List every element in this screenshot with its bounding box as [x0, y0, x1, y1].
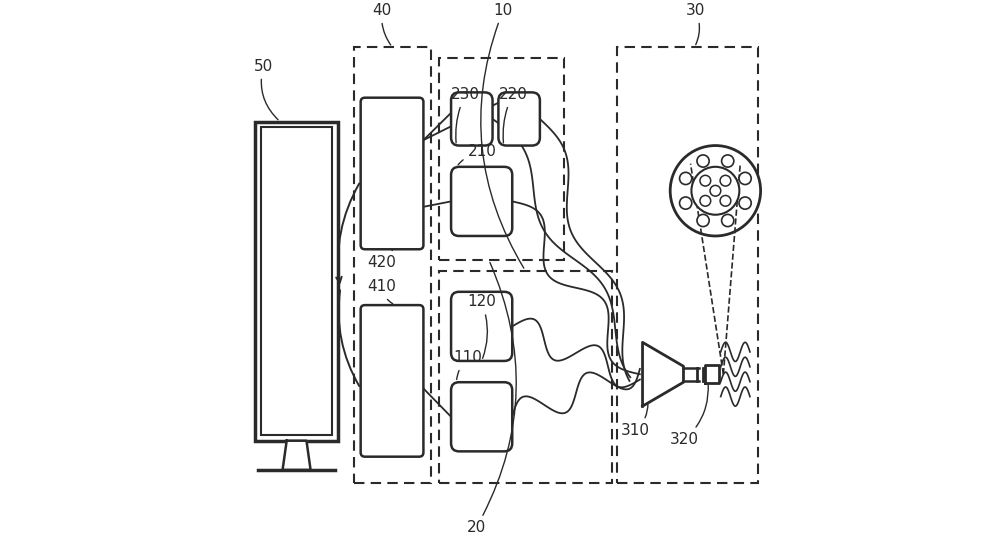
- FancyBboxPatch shape: [361, 305, 423, 457]
- Circle shape: [710, 185, 721, 196]
- FancyBboxPatch shape: [361, 98, 423, 249]
- Polygon shape: [683, 368, 699, 381]
- Circle shape: [700, 175, 711, 186]
- Circle shape: [670, 146, 761, 236]
- Circle shape: [700, 196, 711, 206]
- Polygon shape: [705, 365, 719, 383]
- FancyBboxPatch shape: [451, 292, 512, 361]
- Circle shape: [691, 167, 739, 215]
- Text: 410: 410: [367, 279, 396, 304]
- Text: 50: 50: [254, 59, 278, 120]
- Circle shape: [697, 155, 709, 167]
- Text: 110: 110: [454, 350, 483, 379]
- Circle shape: [739, 172, 751, 184]
- Text: 10: 10: [481, 3, 524, 268]
- Circle shape: [739, 197, 751, 209]
- Circle shape: [722, 155, 734, 167]
- FancyBboxPatch shape: [451, 167, 512, 236]
- Text: 210: 210: [458, 144, 497, 165]
- FancyBboxPatch shape: [451, 92, 493, 146]
- Polygon shape: [283, 441, 311, 470]
- Circle shape: [722, 215, 734, 226]
- Text: 40: 40: [372, 3, 392, 45]
- Text: 230: 230: [451, 87, 480, 143]
- Text: 310: 310: [621, 404, 650, 438]
- Polygon shape: [643, 342, 683, 406]
- Text: 320: 320: [670, 383, 708, 447]
- FancyBboxPatch shape: [498, 92, 540, 146]
- FancyBboxPatch shape: [261, 127, 332, 436]
- FancyBboxPatch shape: [255, 122, 338, 441]
- Text: 20: 20: [466, 262, 516, 535]
- Text: 220: 220: [498, 87, 527, 143]
- Text: 420: 420: [367, 250, 396, 270]
- Text: 120: 120: [467, 294, 496, 358]
- Circle shape: [680, 197, 692, 209]
- FancyBboxPatch shape: [451, 382, 512, 451]
- Circle shape: [680, 172, 692, 184]
- Circle shape: [720, 196, 731, 206]
- Text: 30: 30: [685, 3, 705, 45]
- Circle shape: [720, 175, 731, 186]
- Circle shape: [697, 215, 709, 226]
